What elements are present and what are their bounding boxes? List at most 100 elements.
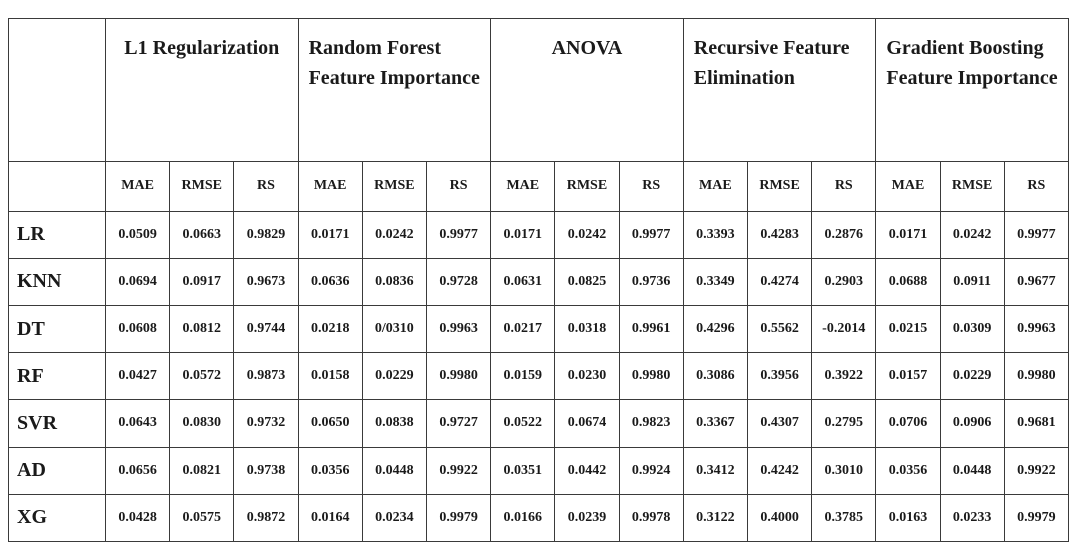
value-cell: 0.0171 [875,210,941,259]
table-row: LR 0.0509 0.0663 0.9829 0.0171 0.0242 0.9977 0.… [8,210,1069,259]
metric-header: RS [618,160,684,212]
value-cell: 0.0157 [875,352,941,401]
value-cell: 0.3086 [682,352,748,401]
results-table-body: L1 Regularization Random Forest Feature I… [8,18,1069,543]
value-cell: 0.0217 [490,305,556,354]
value-cell: 0.0230 [554,352,620,401]
model-name: XG [8,493,106,543]
table-row: SVR 0.0643 0.0830 0.9732 0.0650 0.0838 0.9727 0… [8,399,1069,448]
results-table: L1 Regularization Random Forest Feature I… [8,18,1069,543]
value-cell: 0.9922 [1003,446,1069,495]
value-cell: 0.0636 [297,257,363,307]
value-cell: 0.9977 [1003,210,1069,259]
value-cell: 0.9980 [618,352,684,401]
value-cell: 0.0838 [361,399,427,448]
value-cell: 0.0906 [939,399,1005,448]
table-row: AD 0.0656 0.0821 0.9738 0.0356 0.0448 0.9922 0.… [8,446,1069,495]
method-header: Random Forest Feature Importance [297,18,492,162]
value-cell: 0.9681 [1003,399,1069,448]
value-cell: 0.0428 [104,493,171,543]
value-cell: 0.0917 [169,257,235,307]
value-cell: 0.0656 [104,446,171,495]
value-cell: 0.0821 [169,446,235,495]
value-cell: 0.0242 [939,210,1005,259]
value-cell: 0.4307 [746,399,813,448]
value-cell: 0.0694 [104,257,171,307]
value-cell: 0.0309 [939,305,1005,354]
value-cell: 0.0448 [361,446,427,495]
value-cell: 0.0242 [554,210,620,259]
value-cell: 0.9873 [233,352,299,401]
value-cell: 0/0310 [361,305,427,354]
table-row: DT 0.0608 0.0812 0.9744 0.0218 0/0310 0.9963 0.… [8,305,1069,354]
value-cell: 0.2795 [811,399,877,448]
value-cell: 0.9924 [618,446,684,495]
value-cell: 0.0356 [875,446,941,495]
value-cell: 0.0158 [297,352,363,401]
value-cell: 0.9829 [233,210,299,259]
value-cell: 0.5562 [746,305,813,354]
value-cell: 0.0674 [554,399,620,448]
value-cell: 0.0572 [169,352,235,401]
value-cell: 0.9732 [233,399,299,448]
corner-cell-2 [8,160,106,212]
metric-header: RMSE [169,160,235,212]
value-cell: 0.0608 [104,305,171,354]
value-cell: 0.3367 [682,399,748,448]
value-cell: 0.0427 [104,352,171,401]
value-cell: 0.9727 [425,399,492,448]
metric-header: MAE [297,160,363,212]
value-cell: 0.0836 [361,257,427,307]
method-header-row: L1 Regularization Random Forest Feature I… [8,18,1069,162]
value-cell: 0.0239 [554,493,620,543]
metric-header: MAE [682,160,748,212]
metric-header: RS [1003,160,1069,212]
value-cell: 0.0356 [297,446,363,495]
value-cell: 0.0229 [361,352,427,401]
value-cell: 0.9980 [1003,352,1069,401]
value-cell: 0.4242 [746,446,813,495]
model-name: DT [8,305,106,354]
value-cell: 0.3349 [682,257,748,307]
value-cell: 0.0522 [490,399,556,448]
value-cell: 0.9872 [233,493,299,543]
value-cell: 0.9963 [1003,305,1069,354]
value-cell: -0.2014 [811,305,877,354]
value-cell: 0.3922 [811,352,877,401]
model-name: SVR [8,399,106,448]
method-header: Recursive Feature Elimination [682,18,877,162]
method-header: ANOVA [490,18,684,162]
value-cell: 0.0171 [297,210,363,259]
value-cell: 0.0575 [169,493,235,543]
value-cell: 0.0166 [490,493,556,543]
value-cell: 0.2903 [811,257,877,307]
metric-header: RMSE [554,160,620,212]
model-name: RF [8,352,106,401]
value-cell: 0.0650 [297,399,363,448]
table-row: XG 0.0428 0.0575 0.9872 0.0164 0.0234 0.9979 0.… [8,493,1069,543]
model-name: AD [8,446,106,495]
value-cell: 0.0812 [169,305,235,354]
value-cell: 0.9738 [233,446,299,495]
value-cell: 0.0215 [875,305,941,354]
value-cell: 0.0825 [554,257,620,307]
value-cell: 0.9978 [618,493,684,543]
value-cell: 0.9673 [233,257,299,307]
value-cell: 0.9963 [425,305,492,354]
value-cell: 0.0911 [939,257,1005,307]
value-cell: 0.0448 [939,446,1005,495]
metric-header: MAE [875,160,941,212]
value-cell: 0.0631 [490,257,556,307]
value-cell: 0.0218 [297,305,363,354]
value-cell: 0.9744 [233,305,299,354]
metric-header: RMSE [361,160,427,212]
metric-header: RS [425,160,492,212]
value-cell: 0.3393 [682,210,748,259]
value-cell: 0.9977 [618,210,684,259]
model-name: KNN [8,257,106,307]
value-cell: 0.3956 [746,352,813,401]
method-header: L1 Regularization [105,18,299,162]
corner-cell [8,18,106,162]
value-cell: 0.0164 [297,493,363,543]
metric-header: RMSE [746,160,813,212]
